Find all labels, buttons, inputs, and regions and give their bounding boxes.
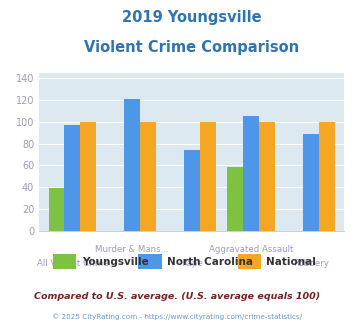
- Text: Aggravated Assault: Aggravated Assault: [209, 245, 294, 254]
- Text: All Violent Crime: All Violent Crime: [37, 259, 108, 268]
- Text: Rape: Rape: [181, 259, 203, 268]
- Bar: [303, 134, 319, 231]
- Text: Murder & Mans...: Murder & Mans...: [95, 245, 169, 254]
- Bar: [124, 99, 140, 231]
- Text: Violent Crime Comparison: Violent Crime Comparison: [84, 40, 299, 54]
- Bar: [200, 122, 215, 231]
- Bar: [140, 122, 156, 231]
- Bar: [319, 122, 335, 231]
- Bar: [259, 122, 275, 231]
- Text: North Carolina: North Carolina: [167, 256, 253, 267]
- Text: Compared to U.S. average. (U.S. average equals 100): Compared to U.S. average. (U.S. average …: [34, 292, 321, 301]
- Bar: [80, 122, 96, 231]
- Text: Robbery: Robbery: [293, 259, 329, 268]
- Text: © 2025 CityRating.com - https://www.cityrating.com/crime-statistics/: © 2025 CityRating.com - https://www.city…: [53, 314, 302, 320]
- Text: 2019 Youngsville: 2019 Youngsville: [122, 10, 262, 25]
- Bar: [65, 125, 80, 231]
- Text: Youngsville: Youngsville: [82, 256, 148, 267]
- Bar: [244, 116, 259, 231]
- Bar: [49, 188, 65, 231]
- Text: National: National: [266, 256, 316, 267]
- Bar: [184, 150, 200, 231]
- Bar: [228, 167, 244, 231]
